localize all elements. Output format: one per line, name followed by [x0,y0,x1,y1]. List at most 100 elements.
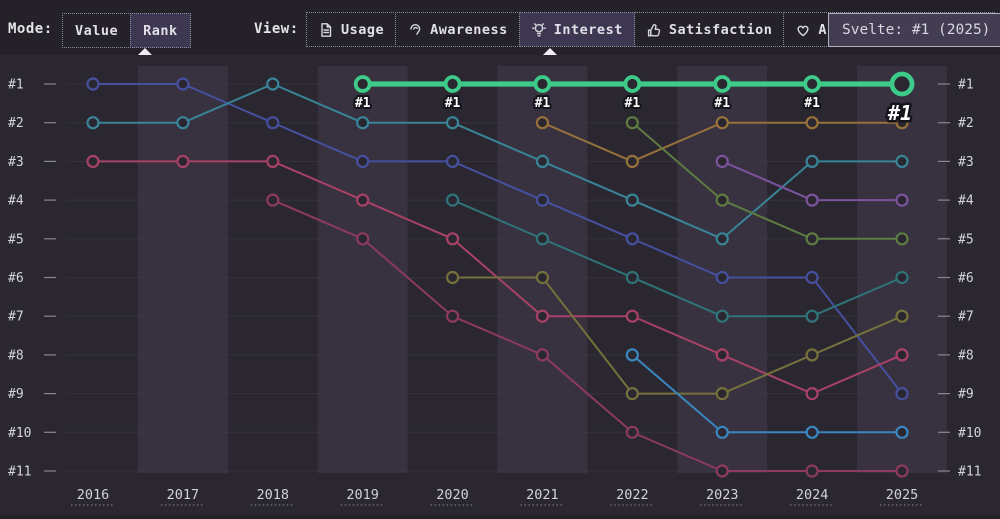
year-label-2018[interactable]: 2018 [257,487,290,503]
data-point-series-olive-2023[interactable] [715,387,729,401]
data-point-series-maroon-2018[interactable] [266,193,280,207]
rank-label-left: #3 [8,155,24,170]
mode-option-value[interactable]: Value [62,13,132,48]
data-point-series-indigo-2024[interactable] [805,270,819,285]
data-point-series-crimson-2021[interactable] [535,309,550,323]
year-band-2023 [677,66,768,473]
data-point-series-violet-2024[interactable] [805,193,819,207]
data-point-series-dark-cyan-2021[interactable] [535,232,550,246]
data-point-series-indigo-2023[interactable] [715,270,729,285]
tab-satisfaction[interactable]: Satisfaction [633,12,785,47]
data-point-series-crimson-2025[interactable] [895,348,909,362]
data-point-series-indigo-2021[interactable] [535,193,550,207]
data-point-series-teal-2022[interactable] [625,193,639,207]
data-point-Svelte-2022[interactable] [623,75,642,93]
data-point-series-maroon-2025[interactable] [895,464,909,478]
year-label-2024[interactable]: 2024 [796,487,829,503]
data-point-series-azure-2022[interactable] [625,348,639,362]
data-point-series-azure-2023[interactable] [715,425,729,439]
data-point-series-maroon-2021[interactable] [535,348,550,362]
data-point-series-teal-2020[interactable] [445,116,460,130]
data-point-series-dark-cyan-2025[interactable] [895,270,909,285]
data-point-series-dark-cyan-2023[interactable] [715,309,729,323]
data-point-series-azure-2025[interactable] [895,425,909,439]
data-point-series-maroon-2024[interactable] [805,464,819,478]
data-point-Svelte-2019[interactable] [353,75,372,93]
data-point-series-indigo-2025[interactable] [895,387,909,401]
year-label-2023[interactable]: 2023 [706,487,739,503]
data-point-series-amber-2025[interactable] [895,116,909,130]
data-point-series-amber-2021[interactable] [535,116,550,130]
data-point-series-moss-2025[interactable] [895,232,909,246]
data-point-series-teal-2016[interactable] [86,116,100,130]
data-point-series-teal-2019[interactable] [356,116,370,130]
data-point-series-amber-2023[interactable] [715,116,729,130]
tab-awareness[interactable]: Awareness [395,12,520,47]
rank-label-right: #6 [958,271,974,286]
data-point-series-teal-2018[interactable] [266,77,280,91]
data-point-series-olive-2025[interactable] [895,309,909,323]
data-point-series-moss-2023[interactable] [715,193,729,207]
data-point-series-olive-2020[interactable] [445,270,460,285]
tab-usage[interactable]: Usage [306,12,397,47]
data-point-series-teal-2023[interactable] [715,232,729,246]
data-point-series-crimson-2018[interactable] [266,154,280,169]
data-point-series-indigo-2017[interactable] [176,77,190,91]
view-label: View: [254,21,299,37]
data-point-series-dark-cyan-2024[interactable] [805,309,819,323]
data-point-series-olive-2021[interactable] [535,270,550,285]
data-point-series-crimson-2024[interactable] [805,387,819,401]
data-point-series-teal-2024[interactable] [805,154,819,169]
rank-label-left: #10 [8,426,31,441]
year-label-2020[interactable]: 2020 [436,487,469,503]
rank-label-left: #11 [8,465,31,480]
data-point-Svelte-2021[interactable] [533,75,552,93]
rank-label-right: #7 [958,310,974,325]
mode-option-rank[interactable]: Rank [130,13,191,48]
data-point-series-olive-2022[interactable] [625,387,639,401]
year-band-2025 [857,66,947,473]
data-point-series-indigo-2019[interactable] [356,154,370,169]
rank-label-right: #11 [958,465,981,480]
data-point-series-azure-2024[interactable] [805,425,819,439]
data-point-series-amber-2024[interactable] [805,116,819,130]
data-point-series-teal-2021[interactable] [535,154,550,169]
data-point-series-indigo-2022[interactable] [625,232,639,246]
data-point-series-indigo-2020[interactable] [445,154,460,169]
data-point-series-crimson-2017[interactable] [176,154,190,169]
active-mode-caret [138,48,152,55]
data-point-series-olive-2024[interactable] [805,348,819,362]
data-point-Svelte-2023[interactable] [713,75,732,93]
data-point-series-violet-2025[interactable] [895,193,909,207]
data-point-series-maroon-2019[interactable] [356,232,370,246]
data-point-series-maroon-2022[interactable] [625,425,639,439]
year-label-2021[interactable]: 2021 [526,487,559,503]
data-point-series-indigo-2016[interactable] [86,77,100,91]
data-point-series-crimson-2016[interactable] [86,154,100,169]
data-point-series-amber-2022[interactable] [625,154,639,169]
tab-interest[interactable]: Interest [518,12,635,47]
year-label-2025[interactable]: 2025 [886,487,919,503]
data-point-Svelte-2024[interactable] [803,75,822,93]
data-point-series-crimson-2023[interactable] [715,348,729,362]
year-label-2022[interactable]: 2022 [616,487,649,503]
data-point-series-dark-cyan-2020[interactable] [445,193,460,207]
data-point-series-crimson-2022[interactable] [625,309,639,323]
year-label-2017[interactable]: 2017 [167,487,200,503]
year-label-2016[interactable]: 2016 [77,487,110,503]
data-point-series-teal-2025[interactable] [895,154,909,169]
data-point-series-dark-cyan-2022[interactable] [625,270,639,285]
data-point-series-moss-2024[interactable] [805,232,819,246]
data-point-series-indigo-2018[interactable] [266,116,280,130]
data-point-series-maroon-2020[interactable] [445,309,460,323]
data-point-series-violet-2023[interactable] [715,154,729,169]
data-point-series-maroon-2023[interactable] [715,464,729,478]
rank-annotation-2024: #1 [804,96,820,111]
data-point-series-moss-2022[interactable] [625,116,639,130]
data-point-series-crimson-2020[interactable] [445,232,460,246]
year-label-2019[interactable]: 2019 [346,487,379,503]
data-point-Svelte-2020[interactable] [443,75,462,93]
data-point-series-crimson-2019[interactable] [356,193,370,207]
data-point-Svelte-2025[interactable] [889,71,915,97]
data-point-series-teal-2017[interactable] [176,116,190,130]
